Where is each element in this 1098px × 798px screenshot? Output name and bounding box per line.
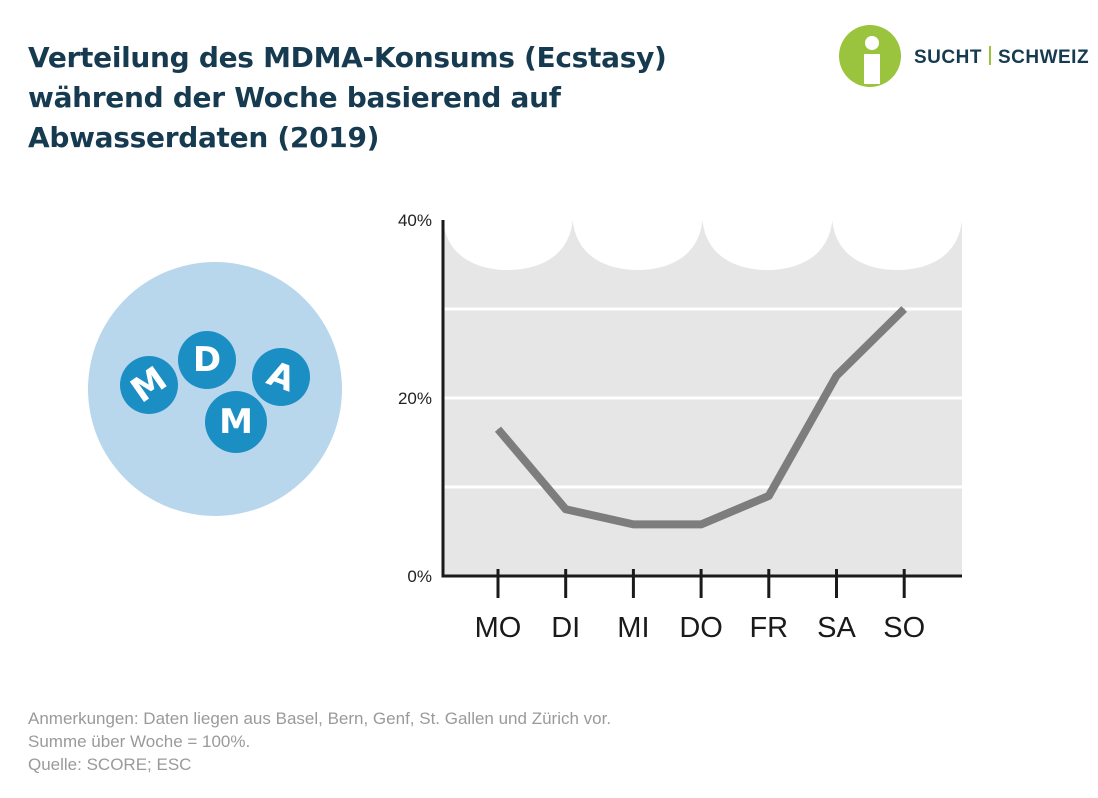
x-tick-label: SO	[883, 612, 925, 644]
y-tick-label: 40%	[398, 211, 432, 230]
data-point	[836, 375, 837, 377]
y-tick-label: 0%	[407, 567, 432, 586]
y-tick-label: 20%	[398, 389, 432, 408]
sucht-schweiz-logo: SUCHT SCHWEIZ	[838, 24, 1089, 88]
logo-separator	[988, 46, 991, 65]
x-tick-label: DO	[679, 612, 723, 644]
pill-a: A	[252, 348, 310, 406]
x-tick-label: SA	[817, 612, 856, 644]
chart-title: Verteilung des MDMA-Konsums (Ecstasy) wä…	[28, 38, 788, 158]
x-tick-label: MO	[475, 612, 522, 644]
data-point	[768, 495, 770, 497]
x-tick-label: DI	[551, 612, 580, 644]
logo-text-right: SCHWEIZ	[997, 47, 1090, 68]
notes-line-2: Summe über Woche = 100%.	[28, 732, 251, 751]
notes-line-3: Quelle: SCORE; ESC	[28, 755, 192, 774]
pill-letter-m-2: M	[219, 402, 253, 442]
pill-m-1: M	[120, 356, 178, 414]
pill-background-circle	[88, 262, 342, 516]
pill-letter-d: D	[193, 340, 221, 380]
logo-text-left: SUCHT	[914, 47, 982, 68]
x-tick-label: MI	[617, 612, 649, 644]
x-tick-label: FR	[749, 612, 788, 644]
notes-line-1: Anmerkungen: Daten liegen aus Basel, Ber…	[28, 709, 612, 728]
data-point	[497, 428, 499, 430]
data-point	[903, 308, 905, 310]
data-point	[565, 508, 567, 510]
person-in-circle-icon	[839, 25, 901, 87]
data-point	[700, 523, 702, 525]
chart-title-line-3: Abwasserdaten (2019)	[28, 121, 380, 154]
pill-m-2: M	[205, 391, 267, 453]
chart-notes: Anmerkungen: Daten liegen aus Basel, Ber…	[28, 707, 611, 776]
logo-wordmark: SUCHT SCHWEIZ	[914, 46, 1089, 69]
chart-title-line-2: während der Woche basierend auf	[28, 81, 561, 114]
pill-d: D	[178, 331, 236, 389]
weekly-mdma-line-chart: 0% 20% 40% MO DI MI DO FR SA SO	[398, 211, 962, 644]
mdma-pills-illustration: M D A M	[88, 262, 342, 516]
data-point	[632, 523, 634, 525]
chart-title-line-1: Verteilung des MDMA-Konsums (Ecstasy)	[28, 41, 667, 74]
